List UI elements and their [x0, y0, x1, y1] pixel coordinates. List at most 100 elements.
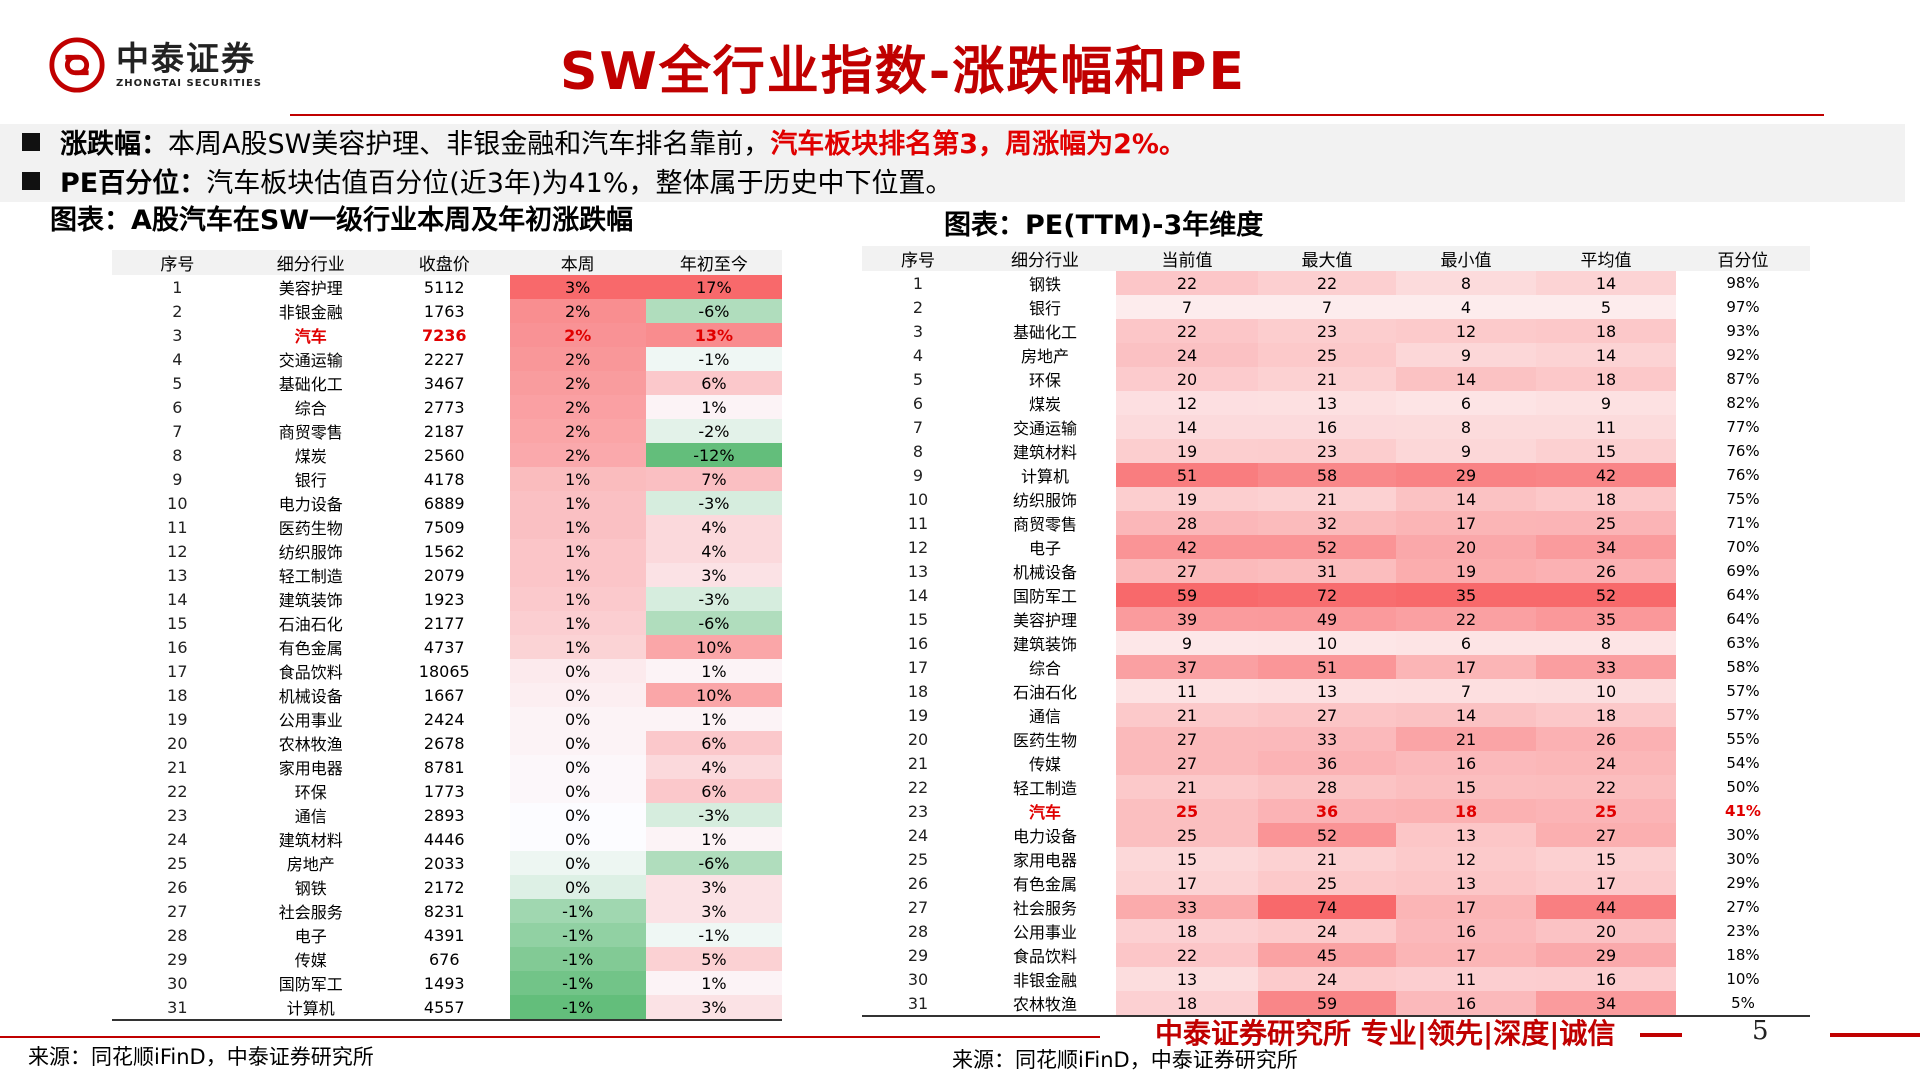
industry-name: 电子: [294, 927, 327, 946]
table-row: 21 传媒 27 36 16 24 54%: [862, 751, 1810, 775]
row-index: 18: [167, 685, 188, 705]
row-index: 19: [167, 709, 188, 729]
pe-percentile: 63%: [1726, 634, 1760, 652]
ytd-change: -3%: [645, 803, 782, 827]
close-price: 2424: [423, 709, 465, 729]
pe-current: 12: [1116, 391, 1258, 415]
industry-name: 商贸零售: [278, 423, 343, 442]
pe-min: 13: [1396, 871, 1536, 895]
close-price: 2177: [423, 613, 465, 633]
ytd-change: 1%: [645, 971, 782, 995]
ytd-change: -3%: [645, 587, 782, 611]
industry-name: 非银金融: [278, 303, 343, 322]
pe-average: 52: [1536, 583, 1676, 607]
pe-max: 49: [1258, 607, 1396, 631]
pe-average: 18: [1536, 487, 1676, 511]
row-index: 2: [172, 301, 183, 321]
row-index: 15: [907, 609, 929, 629]
pe-current: 39: [1116, 607, 1258, 631]
pe-percentile: 41%: [1725, 802, 1761, 820]
close-price: 8781: [423, 757, 465, 777]
industry-name: 综合: [294, 399, 327, 418]
table-row: 20 农林牧渔 2678 0% 6%: [112, 731, 782, 755]
pe-average: 22: [1536, 775, 1676, 799]
pe-percentile: 64%: [1726, 586, 1760, 604]
pe-current: 27: [1116, 751, 1258, 775]
pe-percentile: 70%: [1726, 538, 1760, 556]
ytd-change: 1%: [645, 659, 782, 683]
row-index: 27: [167, 901, 188, 921]
row-index: 19: [907, 705, 929, 725]
industry-name: 社会服务: [278, 903, 343, 922]
row-index: 14: [907, 585, 929, 605]
pe-percentile: 30%: [1726, 850, 1760, 868]
industry-name: 机械设备: [1012, 563, 1077, 582]
table-row: 1 钢铁 22 22 8 14 98%: [862, 271, 1810, 295]
row-index: 13: [167, 565, 188, 585]
pe-current: 22: [1116, 319, 1258, 343]
industry-name: 银行: [294, 471, 327, 490]
row-index: 12: [167, 541, 188, 561]
pe-average: 8: [1536, 631, 1676, 655]
pe-average: 34: [1536, 535, 1676, 559]
row-index: 28: [907, 921, 929, 941]
week-change: -1%: [509, 923, 646, 947]
bullet-label: PE百分位：: [60, 168, 207, 199]
row-index: 17: [167, 661, 188, 681]
pe-current: 20: [1116, 367, 1258, 391]
pe-max: 13: [1258, 391, 1396, 415]
industry-name: 农林牧渔: [974, 991, 1116, 1017]
row-index: 30: [907, 969, 929, 989]
week-change: 1%: [509, 515, 646, 539]
pe-percentile: 92%: [1726, 346, 1760, 364]
week-change: 0%: [509, 707, 646, 731]
week-change: 0%: [509, 851, 646, 875]
table-row: 12 电子 42 52 20 34 70%: [862, 535, 1810, 559]
company-logo: 中泰证券 ZHONGTAI SECURITIES: [48, 36, 262, 94]
ytd-change: -6%: [645, 299, 782, 323]
table-row: 28 电子 4391 -1% -1%: [112, 923, 782, 947]
pe-min: 35: [1396, 583, 1536, 607]
industry-name: 石油石化: [1012, 683, 1077, 702]
pe-average: 11: [1536, 415, 1676, 439]
close-price: 2773: [423, 397, 465, 417]
pe-max: 36: [1258, 799, 1396, 823]
row-index: 9: [912, 465, 924, 485]
table-row: 13 轻工制造 2079 1% 3%: [112, 563, 782, 587]
pe-max: 59: [1258, 991, 1396, 1017]
pe-percentile: 5%: [1676, 991, 1810, 1017]
table-row: 5 环保 20 21 14 18 87%: [862, 367, 1810, 391]
row-index: 3: [912, 321, 924, 341]
ytd-change: 10%: [645, 635, 782, 659]
row-index: 21: [907, 753, 929, 773]
row-index: 15: [167, 613, 188, 633]
pe-min: 20: [1396, 535, 1536, 559]
industry-name: 通信: [294, 807, 327, 826]
ytd-change: 13%: [645, 323, 782, 347]
table-row: 20 医药生物 27 33 21 26 55%: [862, 727, 1810, 751]
row-index: 5: [172, 373, 183, 393]
row-index: 27: [907, 897, 929, 917]
ytd-change: -2%: [645, 419, 782, 443]
close-price: 18065: [418, 661, 470, 681]
close-price: 2172: [423, 877, 465, 897]
pe-max: 21: [1258, 847, 1396, 871]
pe-average: 42: [1536, 463, 1676, 487]
industry-name: 国防军工: [1012, 587, 1077, 606]
pe-max: 52: [1258, 823, 1396, 847]
ytd-change: 10%: [645, 683, 782, 707]
industry-name: 电力设备: [278, 495, 343, 514]
industry-name: 食品饮料: [278, 663, 343, 682]
bullet-highlight: 汽车板块排名第3，周涨幅为2%。: [770, 129, 1186, 160]
close-price: 2187: [423, 421, 465, 441]
table-row: 3 基础化工 22 23 12 18 93%: [862, 319, 1810, 343]
row-index: 11: [167, 517, 188, 537]
table-row: 30 国防军工 1493 -1% 1%: [112, 971, 782, 995]
column-header: 收盘价: [378, 250, 510, 275]
pe-min: 22: [1396, 607, 1536, 631]
pe-max: 36: [1258, 751, 1396, 775]
ytd-change: 1%: [645, 827, 782, 851]
row-index: 2: [912, 297, 924, 317]
table-row: 27 社会服务 33 74 17 44 27%: [862, 895, 1810, 919]
pe-max: 25: [1258, 343, 1396, 367]
